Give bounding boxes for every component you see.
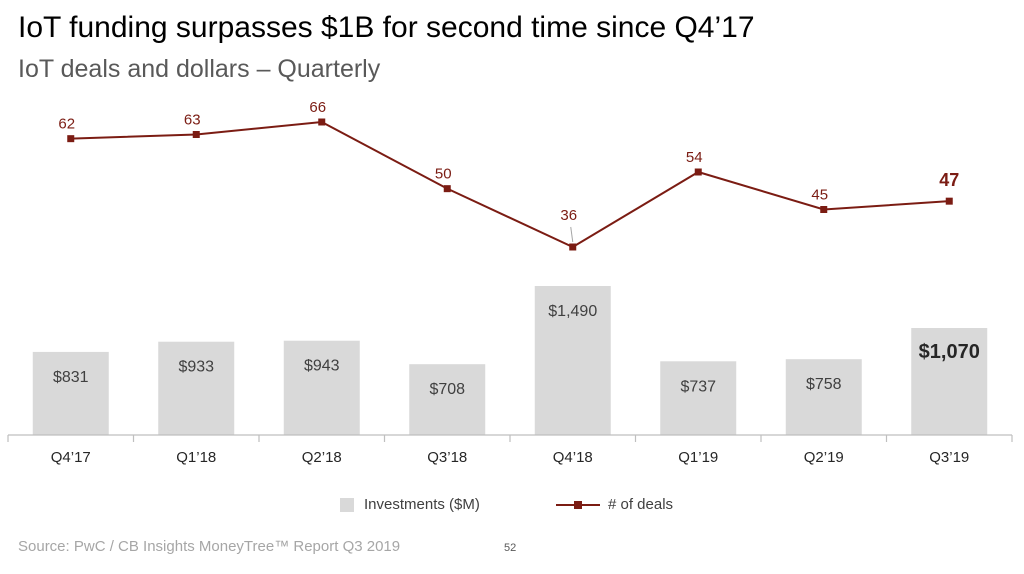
legend-item-investments: Investments ($M) [340,496,480,513]
x-tick-label-2: Q2’18 [302,449,342,466]
deals-value-label-7: 47 [939,170,959,190]
chart-subtitle: IoT deals and dollars – Quarterly [18,55,381,83]
bars-layer: $831 $933 $943 $708 $1,490 $737 $758 $1,070 [32,286,988,435]
deals-marker-6 [820,206,828,213]
deals-value-label-5: 54 [686,149,703,166]
bar-value-label-4: $1,490 [548,303,597,320]
legend-line-swatch [556,498,600,512]
deals-marker-3 [443,185,451,193]
deals-label-connector [570,226,574,243]
bar-0 [32,351,109,435]
deals-value-label-1: 63 [184,112,201,129]
bar-4 [534,286,611,435]
bar-6 [785,359,862,435]
bar-1 [158,341,235,435]
bar-5 [660,361,737,435]
x-axis: Q4’17 Q1’18 Q2’18 Q3’18 Q4’18 Q1’19 Q2’19 Q3’19 [7,434,1013,466]
deals-marker-7 [945,197,953,205]
x-tick-label-3: Q3’18 [427,449,467,466]
bar-3 [409,364,486,435]
legend-label-deals: # of deals [608,496,674,513]
x-tick-label-5: Q1’19 [678,449,718,466]
deals-line-layer: 62 63 66 50 36 54 45 47 [58,99,959,251]
deals-marker-2 [318,118,326,126]
x-tick-label-1: Q1’18 [176,449,216,466]
x-tick-label-0: Q4’17 [51,449,91,466]
page-number: 52 [504,542,517,554]
bar-value-label-0: $831 [53,369,89,386]
bar-value-label-5: $737 [680,378,716,395]
legend-item-deals: # of deals [556,496,673,513]
chart-title: IoT funding surpasses $1B for second tim… [18,11,755,44]
deals-value-label-6: 45 [811,187,828,204]
x-tick-label-4: Q4’18 [553,449,593,466]
deals-marker-1 [192,131,200,138]
deals-line [70,120,950,249]
legend-bar-swatch [340,497,354,512]
source-note: Source: PwC / CB Insights MoneyTree™ Rep… [18,538,401,555]
bar-2 [283,340,360,435]
bar-7 [911,328,988,435]
bar-value-label-6: $758 [806,376,842,393]
deals-value-label-0: 62 [58,116,75,133]
deals-marker-5 [694,168,702,176]
x-tick-label-7: Q3’19 [929,449,969,466]
deals-marker-0 [67,135,75,143]
deals-value-label-4: 36 [560,207,577,224]
deals-value-label-3: 50 [435,166,452,183]
deals-value-label-2: 66 [309,99,326,116]
legend-label-investments: Investments ($M) [364,496,480,513]
bar-value-label-2: $943 [304,358,340,375]
bar-value-label-3: $708 [429,381,465,398]
bar-value-label-7: $1,070 [919,341,980,363]
deals-marker-4 [569,243,577,251]
x-tick-label-6: Q2’19 [804,449,844,466]
bar-value-label-1: $933 [178,359,214,376]
